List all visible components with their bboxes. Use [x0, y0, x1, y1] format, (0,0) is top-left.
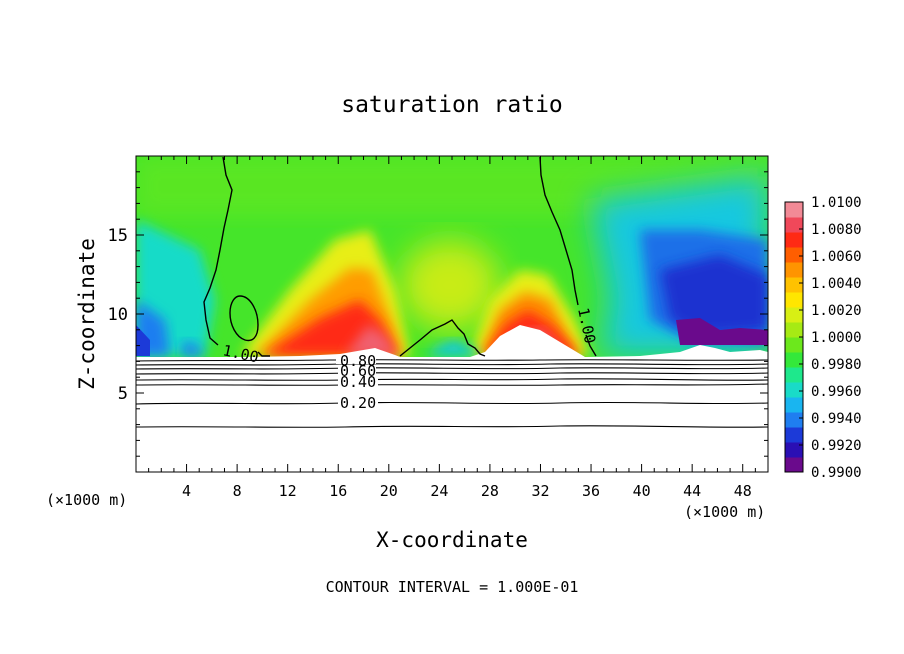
colorbar-swatch [785, 412, 803, 428]
field-center-yellow [400, 240, 500, 330]
y-axis-ticks: 5 10 15 [108, 171, 768, 457]
colorbar-tick-label: 1.0100 [811, 195, 862, 211]
contour-line-b [136, 363, 768, 366]
x-tick-label: 4 [182, 482, 191, 500]
colorbar-swatch [785, 217, 803, 233]
field-center-cyan-spot [425, 340, 480, 356]
colorbar-swatch [785, 262, 803, 278]
colorbar-swatch [785, 307, 803, 323]
terrain-mask [136, 325, 768, 472]
contour-line-f [136, 383, 768, 386]
colorbar-swatch [785, 457, 803, 473]
x-tick-label: 48 [734, 482, 752, 500]
contour-unity-left [203, 156, 233, 346]
y-tick-label: 10 [108, 305, 128, 325]
colorbar-swatch [785, 292, 803, 308]
contour-line-e [136, 378, 768, 381]
colorbar-tick-label: 0.9960 [811, 384, 862, 400]
colorbar-swatch [785, 202, 803, 218]
colorbar-tick-label: 0.9900 [811, 465, 862, 481]
field-right-purple [676, 318, 768, 345]
field-left-blue-spot [180, 340, 205, 356]
colorbar-tick-label: 0.9920 [811, 438, 862, 454]
contour-line-d [136, 372, 768, 375]
contour-unity-left-tail [257, 351, 270, 357]
y-tick-label: 15 [108, 226, 128, 246]
colorbar-tick-label: 0.9980 [811, 357, 862, 373]
contour-label-0-20: 0.20 [340, 394, 376, 412]
colorbar-swatch [785, 442, 803, 458]
contour-label-0-40: 0.40 [340, 373, 376, 391]
x-tick-label: 28 [481, 482, 499, 500]
x-tick-label: 16 [329, 482, 347, 500]
colorbar-tick-label: 1.0020 [811, 303, 862, 319]
contour-line-c [136, 367, 768, 370]
x-axis-ticks: 4 8 12 16 20 24 28 32 36 40 44 48 [148, 156, 756, 500]
colorbar-tick-label: 1.0080 [811, 222, 862, 238]
colorbar-swatch [785, 247, 803, 263]
x-tick-label: 24 [430, 482, 448, 500]
colorbar-swatch [785, 367, 803, 383]
contour-line-g [136, 401, 768, 405]
field-plume1-pink [345, 325, 398, 356]
colorbar-tick-label: 0.9940 [811, 411, 862, 427]
colorbar-tick-label: 1.0060 [811, 249, 862, 265]
contour-label-0-60: 0.60 [340, 362, 376, 380]
colorbar-swatch [785, 322, 803, 338]
x-axis-label: X-coordinate [376, 528, 528, 552]
x-tick-label: 40 [633, 482, 651, 500]
colorbar-swatch [785, 277, 803, 293]
colorbar: 1.0100 1.0080 1.0060 1.0040 1.0020 1.0000 0.99… [784, 195, 862, 481]
x-tick-label: 36 [582, 482, 600, 500]
x-tick-label: 32 [531, 482, 549, 500]
field-left-dark [136, 325, 150, 356]
contour-unity-center [399, 319, 486, 357]
x-tick-label: 12 [279, 482, 297, 500]
x-tick-label: 44 [683, 482, 701, 500]
contour-unity-right [539, 156, 579, 306]
x-axis-unit-right: (×1000 m) [684, 503, 765, 521]
colorbar-swatch [785, 427, 803, 443]
field-right-dark [660, 255, 768, 335]
chart-title: saturation ratio [341, 92, 563, 118]
contour-line-a [136, 359, 768, 362]
colorbar-swatch [785, 352, 803, 368]
colorbar-tick-label: 1.0040 [811, 276, 862, 292]
colorbar-swatch [785, 397, 803, 413]
colorbar-tick-label: 1.0000 [811, 330, 862, 346]
colorbar-swatch [785, 382, 803, 398]
x-tick-label: 8 [233, 482, 242, 500]
contour-unity-left-loop [229, 295, 259, 342]
contour-unity-right-tail [585, 334, 597, 357]
contour-label-0-80: 0.80 [340, 352, 376, 370]
x-axis-unit-left: (×1000 m) [46, 491, 127, 509]
contour-line-h [136, 425, 768, 428]
contour-lines-lower [136, 359, 768, 428]
y-tick-label: 5 [118, 384, 128, 404]
colorbar-swatch [785, 337, 803, 353]
x-tick-label: 20 [380, 482, 398, 500]
contour-interval-note: CONTOUR INTERVAL = 1.000E-01 [326, 578, 579, 596]
colorbar-swatch [785, 232, 803, 248]
contour-lines-upper [203, 156, 597, 357]
heatmap-field: 1.00 1.00 0.80 0.60 0.40 0.20 [136, 156, 768, 472]
y-axis-label: Z-coordinate [75, 238, 99, 390]
